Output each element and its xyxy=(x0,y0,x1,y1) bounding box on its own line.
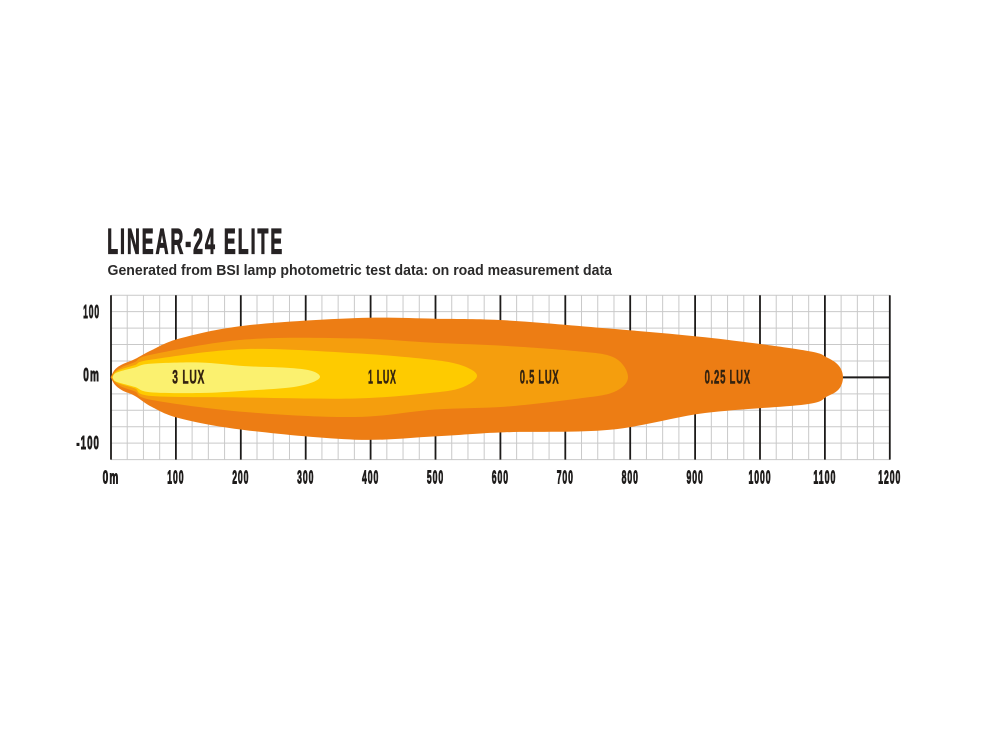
svg-text:300: 300 xyxy=(297,466,314,487)
svg-text:1000: 1000 xyxy=(749,466,772,487)
svg-text:0m: 0m xyxy=(103,466,120,487)
svg-text:100: 100 xyxy=(83,301,100,322)
svg-text:100: 100 xyxy=(167,466,184,487)
svg-text:0m: 0m xyxy=(83,364,100,385)
svg-text:Generated from BSI lamp photom: Generated from BSI lamp photometric test… xyxy=(108,262,613,279)
svg-text:800: 800 xyxy=(622,466,639,487)
svg-text:900: 900 xyxy=(687,466,704,487)
svg-text:-100: -100 xyxy=(76,432,100,453)
svg-text:0.25 LUX: 0.25 LUX xyxy=(705,367,751,388)
svg-text:700: 700 xyxy=(557,466,574,487)
svg-text:500: 500 xyxy=(427,466,444,487)
svg-text:600: 600 xyxy=(492,466,509,487)
svg-text:0.5 LUX: 0.5 LUX xyxy=(520,367,560,388)
svg-text:400: 400 xyxy=(362,466,379,487)
svg-text:3 LUX: 3 LUX xyxy=(172,367,205,388)
svg-text:LINEAR-24 ELITE: LINEAR-24 ELITE xyxy=(107,223,284,262)
svg-text:200: 200 xyxy=(232,466,249,487)
svg-text:1 LUX: 1 LUX xyxy=(368,367,397,388)
svg-text:1200: 1200 xyxy=(878,466,901,487)
svg-text:1100: 1100 xyxy=(813,466,836,487)
